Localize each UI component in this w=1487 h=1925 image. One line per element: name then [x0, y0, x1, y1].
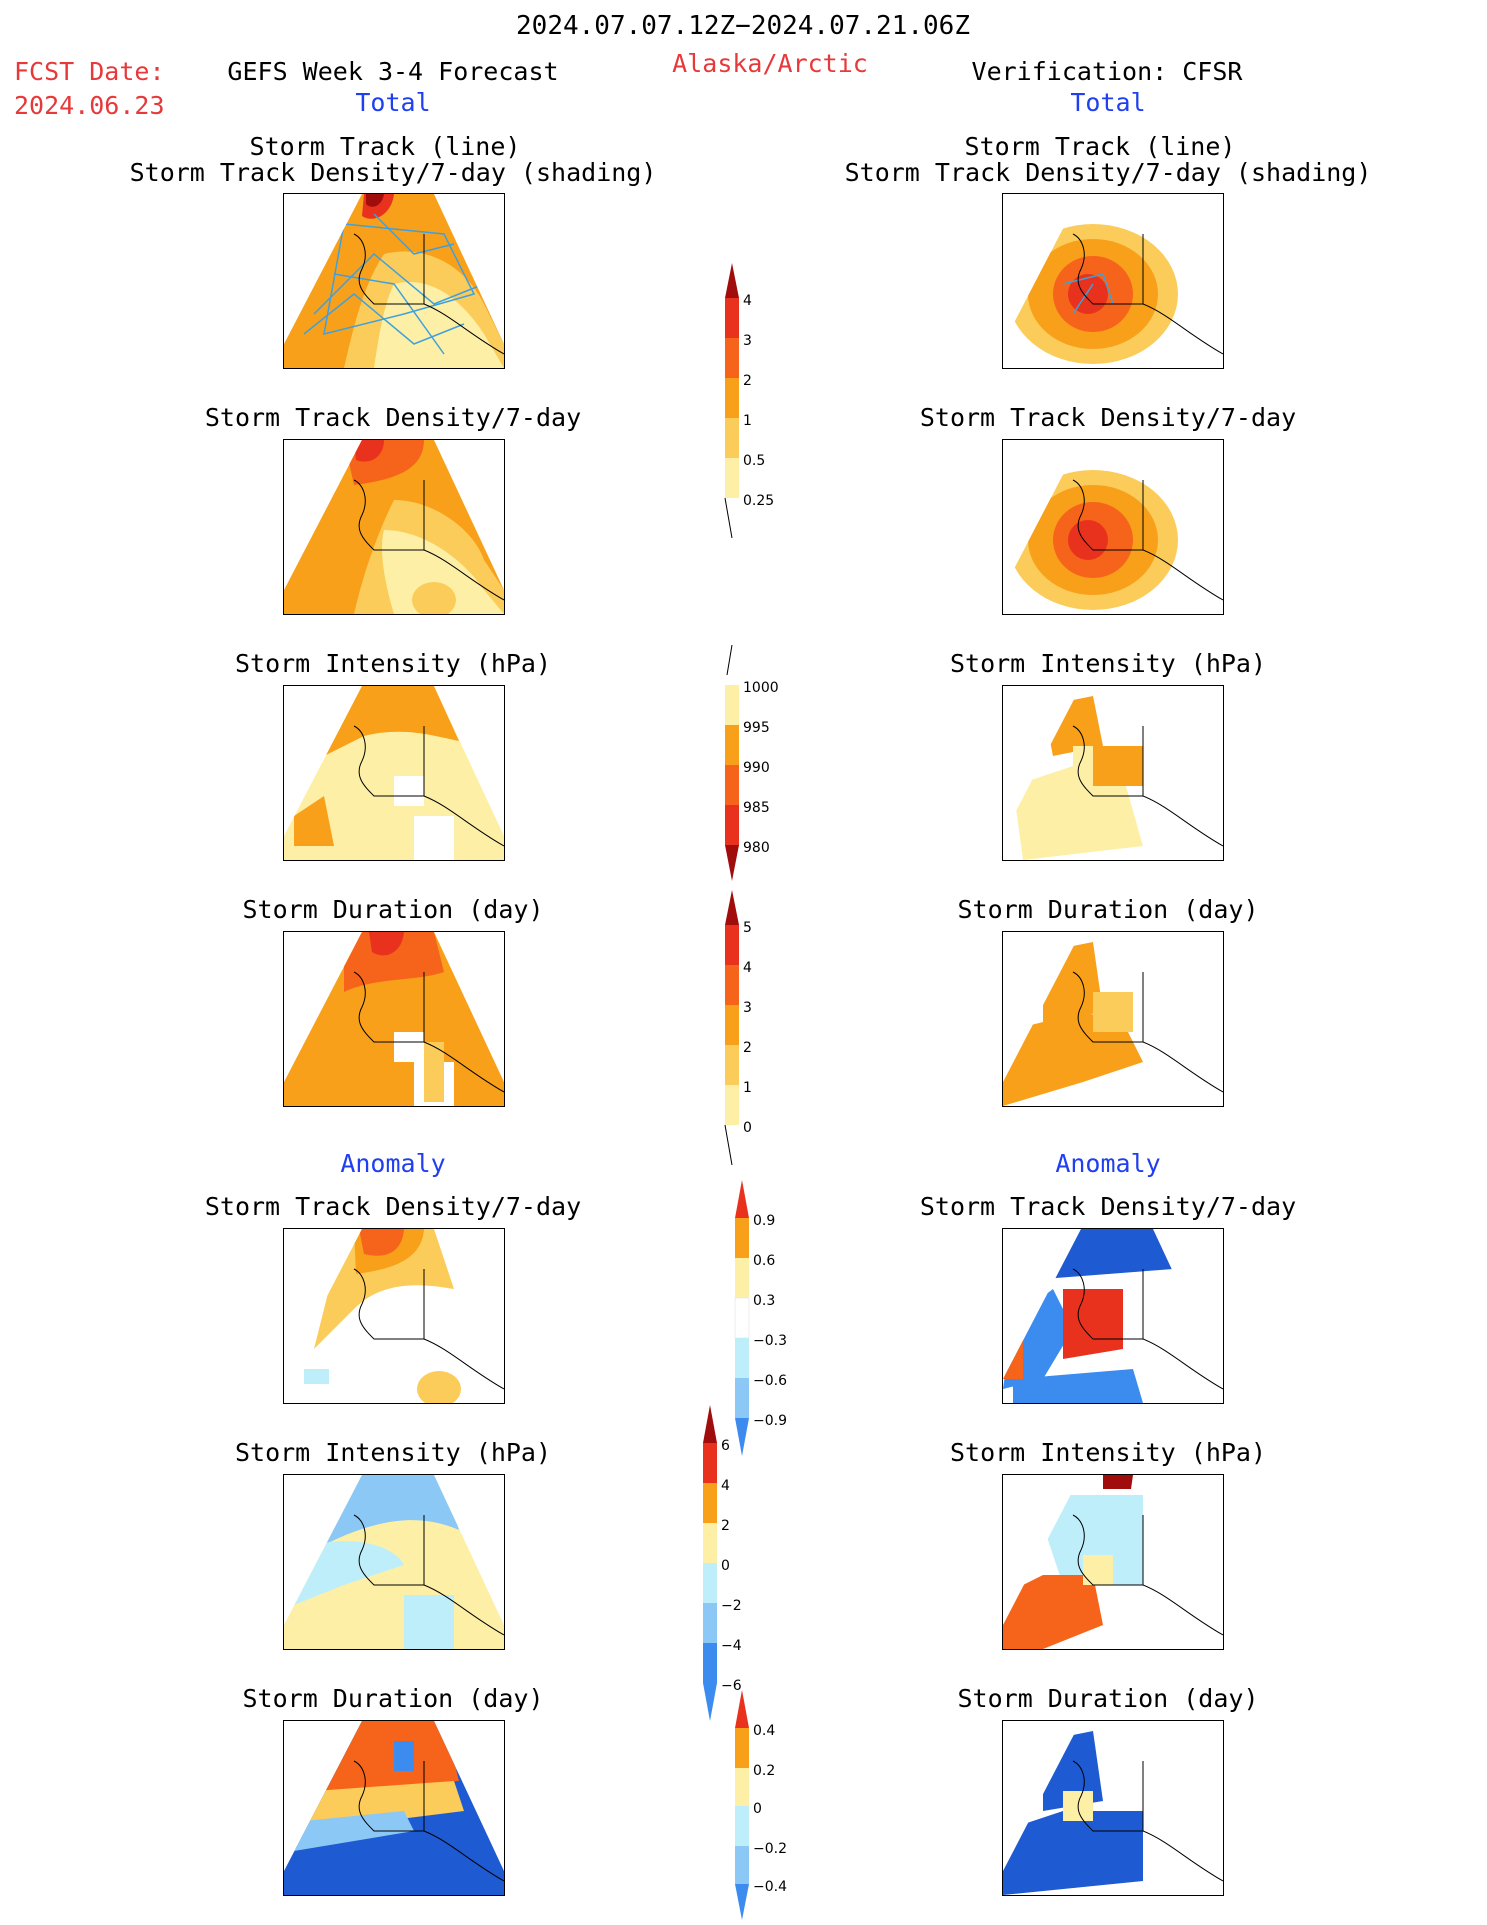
intensity-tick-2: 990: [743, 760, 770, 776]
map-density-anomaly-verification: [1002, 1228, 1224, 1404]
density-tick-5: 0.25: [743, 493, 774, 509]
map-svg: [1003, 1475, 1223, 1649]
anomaly-label-left: Anomaly: [340, 1149, 446, 1178]
density-anom-tick-3: −0.3: [753, 1333, 787, 1349]
title-intensity-left: Storm Intensity (hPa): [234, 649, 552, 678]
colorbar-intensity-anomaly: 6 4 2 0 −2 −4 −6: [703, 1405, 742, 1721]
anomaly-label-right: Anomaly: [1055, 1149, 1161, 1178]
map-track-forecast: [283, 193, 505, 369]
title-duration-anom-left: Storm Duration (day): [242, 1684, 544, 1713]
duration-tick-4: 1: [743, 1080, 752, 1096]
intensity-anom-tick-0: 6: [721, 1438, 730, 1454]
title-density-left: Storm Track Density/7-day: [204, 403, 582, 432]
title-density-right: Storm Track Density/7-day: [919, 403, 1297, 432]
intensity-anom-tick-4: −2: [721, 1598, 742, 1614]
duration-tick-3: 2: [743, 1040, 752, 1056]
map-svg: [284, 1475, 504, 1649]
map-svg: [284, 440, 504, 614]
fcst-date-value: 2024.06.23: [14, 91, 165, 120]
density-tick-2: 2: [743, 373, 752, 389]
title-intensity-right: Storm Intensity (hPa): [949, 649, 1267, 678]
density-tick-3: 1: [743, 413, 752, 429]
map-svg: [1003, 1229, 1223, 1403]
title-intensity-anom-left: Storm Intensity (hPa): [234, 1438, 552, 1467]
map-svg: [1003, 686, 1223, 860]
map-intensity-anomaly-verification: [1002, 1474, 1224, 1650]
intensity-anom-tick-2: 2: [721, 1518, 730, 1534]
duration-tick-0: 5: [743, 920, 752, 936]
total-label-right: Total: [1070, 88, 1146, 117]
title-track-line-right: Storm Track (line): [964, 132, 1236, 161]
map-svg: [284, 1721, 504, 1895]
intensity-anom-tick-1: 4: [721, 1478, 730, 1494]
map-svg: [284, 194, 504, 368]
map-svg: [284, 686, 504, 860]
duration-anom-tick-2: 0: [753, 1801, 762, 1817]
map-svg: [284, 932, 504, 1106]
title-track-line-left: Storm Track (line): [249, 132, 521, 161]
colorbar-density: 4 3 2 1 0.5 0.25: [724, 263, 774, 539]
density-anom-tick-2: 0.3: [753, 1293, 775, 1309]
title-duration-anom-right: Storm Duration (day): [957, 1684, 1259, 1713]
density-tick-0: 4: [743, 293, 752, 309]
colorbar-duration: 5 4 3 2 1 0: [724, 890, 752, 1166]
map-density-verification: [1002, 439, 1224, 615]
colorbar-duration-anomaly: 0.4 0.2 0 −0.2 −0.4: [735, 1690, 787, 1920]
density-tick-4: 0.5: [743, 453, 765, 469]
title-track-shading-left: Storm Track Density/7-day (shading): [129, 158, 657, 187]
title-density-anom-left: Storm Track Density/7-day: [204, 1192, 582, 1221]
title-density-anom-right: Storm Track Density/7-day: [919, 1192, 1297, 1221]
density-anom-tick-4: −0.6: [753, 1373, 787, 1389]
title-intensity-anom-right: Storm Intensity (hPa): [949, 1438, 1267, 1467]
density-anom-tick-0: 0.9: [753, 1213, 775, 1229]
duration-tick-1: 4: [743, 960, 752, 976]
map-intensity-anomaly-forecast: [283, 1474, 505, 1650]
map-svg: [284, 1229, 504, 1403]
duration-anom-tick-0: 0.4: [753, 1723, 775, 1739]
duration-tick-2: 3: [743, 1000, 752, 1016]
map-duration-forecast: [283, 931, 505, 1107]
duration-anom-tick-4: −0.4: [753, 1879, 787, 1895]
verification-title: Verification: CFSR: [971, 57, 1243, 86]
map-intensity-forecast: [283, 685, 505, 861]
map-svg: [1003, 932, 1223, 1106]
duration-tick-5: 0: [743, 1120, 752, 1136]
intensity-anom-tick-6: −6: [721, 1678, 742, 1694]
duration-anom-tick-1: 0.2: [753, 1763, 775, 1779]
title-duration-right: Storm Duration (day): [957, 895, 1259, 924]
map-svg: [1003, 1721, 1223, 1895]
map-duration-anomaly-verification: [1002, 1720, 1224, 1896]
title-duration-left: Storm Duration (day): [242, 895, 544, 924]
intensity-anom-tick-5: −4: [721, 1638, 742, 1654]
density-anom-tick-1: 0.6: [753, 1253, 775, 1269]
total-label-left: Total: [355, 88, 431, 117]
title-track-shading-right: Storm Track Density/7-day (shading): [844, 158, 1372, 187]
map-intensity-verification: [1002, 685, 1224, 861]
region-title: Alaska/Arctic: [672, 49, 868, 78]
forecast-title: GEFS Week 3-4 Forecast: [227, 57, 559, 86]
intensity-tick-3: 985: [743, 800, 770, 816]
colorbar-intensity: 1000 995 990 985 980: [725, 645, 779, 881]
intensity-tick-0: 1000: [743, 680, 779, 696]
fcst-date-label: FCST Date:: [14, 57, 165, 86]
intensity-tick-4: 980: [743, 840, 770, 856]
intensity-anom-tick-3: 0: [721, 1558, 730, 1574]
map-duration-anomaly-forecast: [283, 1720, 505, 1896]
density-tick-1: 3: [743, 333, 752, 349]
intensity-tick-1: 995: [743, 720, 770, 736]
date-range-title: 2024.07.07.12Z−2024.07.21.06Z: [516, 11, 970, 41]
colorbar-density-anomaly: 0.9 0.6 0.3 −0.3 −0.6 −0.9: [734, 1180, 787, 1456]
duration-anom-tick-3: −0.2: [753, 1841, 787, 1857]
map-track-verification: [1002, 193, 1224, 369]
map-density-anomaly-forecast: [283, 1228, 505, 1404]
map-svg: [1003, 440, 1223, 614]
density-anom-tick-5: −0.9: [753, 1413, 787, 1429]
map-duration-verification: [1002, 931, 1224, 1107]
map-density-forecast: [283, 439, 505, 615]
map-svg: [1003, 194, 1223, 368]
